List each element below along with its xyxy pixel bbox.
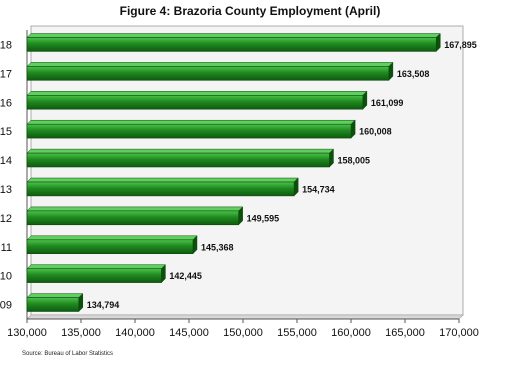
- data-label: 163,508: [397, 69, 430, 79]
- bar-10: [26, 264, 167, 284]
- bar-front-face: [26, 123, 352, 139]
- bar-17: [26, 61, 394, 81]
- bar-front-face: [26, 66, 390, 81]
- y-tick-label: 17: [0, 68, 12, 80]
- data-label: 154,734: [302, 184, 335, 194]
- y-tick-label: 13: [0, 184, 12, 196]
- x-tick-label: 160,000: [331, 327, 371, 339]
- bar-front-face: [26, 181, 295, 197]
- bar-top-face: [26, 91, 368, 96]
- chart-title: Figure 4: Brazoria County Employment (Ap…: [119, 4, 381, 18]
- y-tick-label: 11: [1, 242, 12, 254]
- bar-top-face: [26, 264, 167, 269]
- data-label: 160,008: [359, 127, 392, 137]
- y-tick-label: 09: [0, 300, 12, 312]
- x-tick-label: 170,000: [439, 327, 479, 339]
- bar-top-face: [26, 235, 198, 241]
- data-labels: 134,794 142,445 145,368 149,595 154,734 158,0…: [87, 40, 477, 310]
- x-tick-label: 145,000: [169, 327, 209, 339]
- bar-front-face: [26, 210, 239, 226]
- x-tick-label: 165,000: [385, 327, 425, 339]
- bar-front-face: [26, 239, 194, 254]
- y-tick-label: 15: [0, 126, 12, 138]
- y-tick-label: 18: [0, 39, 12, 51]
- bar-top-face: [26, 293, 84, 298]
- data-label: 145,368: [201, 242, 234, 252]
- plot-floor: [26, 314, 464, 320]
- bar-15: [26, 119, 356, 139]
- bar-front-face: [26, 297, 80, 312]
- bars-layer: [26, 32, 441, 313]
- y-tick-label: 10: [0, 271, 12, 283]
- bar-12: [26, 206, 244, 226]
- bar-front-face: [26, 268, 162, 283]
- data-label: 134,794: [87, 300, 120, 310]
- y-tick-label: 16: [0, 97, 12, 109]
- bar-14: [26, 148, 335, 168]
- bar-front-face: [26, 37, 437, 52]
- x-tick-label: 155,000: [277, 327, 317, 339]
- data-label: 158,005: [337, 156, 370, 166]
- y-tick-label: 12: [0, 213, 12, 225]
- bar-top-face: [26, 33, 441, 38]
- bar-top-face: [26, 148, 335, 154]
- bar-11: [26, 235, 198, 255]
- y-axis: 09 10 11 12 13 14 15 16 17 18: [0, 39, 12, 311]
- x-tick-label: 140,000: [115, 327, 155, 339]
- bar-09: [26, 293, 84, 313]
- data-label: 161,099: [371, 98, 404, 108]
- bar-front-face: [26, 152, 330, 168]
- bar-top-face: [26, 206, 244, 212]
- bar-13: [26, 177, 299, 197]
- x-tick-label: 130,000: [7, 327, 47, 339]
- source-note: Source: Bureau of Labor Statistics: [22, 351, 114, 357]
- bar-top-face: [26, 177, 299, 183]
- bar-top-face: [26, 119, 356, 125]
- x-tick-label: 150,000: [223, 327, 263, 339]
- bar-16: [26, 90, 368, 110]
- bar-front-face: [26, 95, 364, 110]
- x-axis: 130,000 135,000 140,000 145,000 150,000 155,0…: [7, 319, 479, 339]
- data-label: 149,595: [247, 213, 280, 223]
- bar-18: [26, 32, 441, 52]
- data-label: 167,895: [444, 40, 477, 50]
- bar-top-face: [26, 62, 394, 67]
- x-tick-label: 135,000: [61, 327, 101, 339]
- data-label: 142,445: [169, 271, 202, 281]
- y-tick-label: 14: [0, 155, 12, 167]
